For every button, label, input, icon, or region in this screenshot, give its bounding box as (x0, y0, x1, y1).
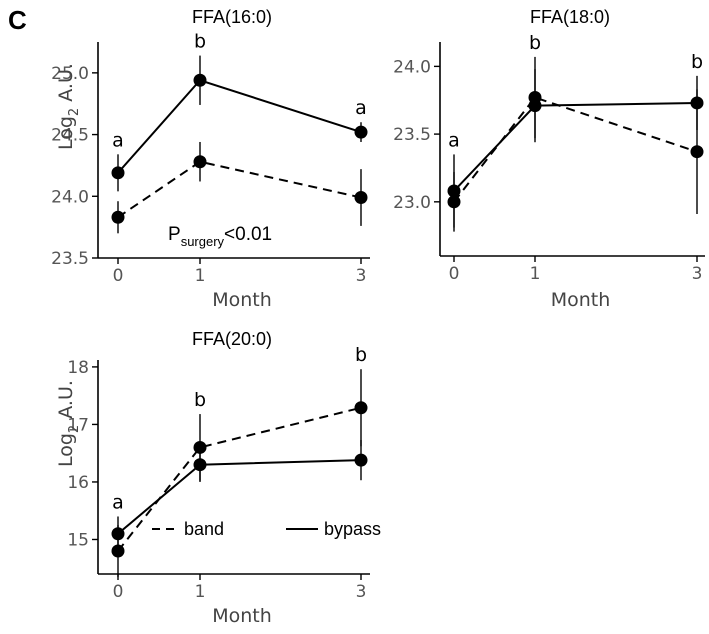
significance-letter: a (112, 491, 124, 513)
y-tick-label: 24.5 (51, 126, 89, 146)
x-tick-label: 1 (195, 266, 206, 286)
data-point (354, 453, 368, 467)
significance-letter: b (194, 31, 206, 53)
y-tick-label: 24.0 (51, 187, 89, 207)
data-point (447, 184, 461, 198)
x-tick-label: 1 (195, 582, 206, 602)
y-tick-label: 24.0 (393, 57, 431, 77)
data-point (528, 99, 542, 113)
chart-panel-3: FFA(20:0) 15 16 17 18 0 1 3 Month Log2 A.U. a b b (55, 329, 370, 627)
y-tick-label: 23.5 (51, 249, 89, 269)
series-band (111, 141, 368, 234)
legend-band-label: band (184, 519, 224, 539)
series-line-band (117, 406, 362, 552)
y-tick-label: 17 (67, 415, 89, 435)
x-tick-label: 3 (356, 266, 367, 286)
series-band (111, 369, 368, 577)
x-tick-label: 3 (356, 582, 367, 602)
significance-letter: b (529, 32, 541, 54)
y-tick-label: 18 (67, 358, 89, 378)
y-tick-label: 25.0 (51, 64, 89, 84)
series-line-band (117, 160, 362, 219)
x-tick-label: 3 (692, 264, 703, 284)
x-axis-label: Month (551, 289, 611, 311)
chart-panel-2: FFA(18:0) 23.0 23.5 24.0 0 1 3 Month a b b (393, 7, 705, 311)
data-point (354, 401, 368, 415)
series-band (447, 56, 704, 232)
x-tick-label: 0 (113, 266, 124, 286)
x-tick-label: 1 (530, 264, 541, 284)
p-value-annotation: Psurgery<0.01 (168, 224, 272, 249)
data-point (354, 125, 368, 139)
x-tick-label: 0 (449, 264, 460, 284)
significance-letter: b (691, 51, 703, 73)
data-point (690, 145, 704, 159)
legend-bypass-label: bypass (324, 519, 381, 539)
series-bypass (111, 439, 368, 551)
series-line-band (453, 96, 698, 203)
chart-panel-1: FFA(16:0) 23.5 24.0 24.5 25.0 0 1 3 Month Log2 A.… (51, 7, 370, 311)
charts-group: FFA(16:0) 23.5 24.0 24.5 25.0 0 1 3 Month Log2 A.… (51, 7, 705, 627)
significance-letter: b (355, 344, 367, 366)
y-axis-label: Log2 A.U. (55, 380, 82, 467)
y-tick-label: 16 (67, 473, 89, 493)
x-axis-label: Month (212, 289, 272, 311)
x-tick-label: 0 (113, 582, 124, 602)
data-point (193, 458, 207, 472)
data-point (354, 191, 368, 205)
series-bypass (447, 69, 704, 228)
data-point (690, 96, 704, 110)
series-bypass (111, 55, 368, 192)
panel-label: C (8, 5, 27, 35)
y-axis-label: Log2 A.U. (55, 63, 82, 150)
data-point (111, 210, 125, 224)
data-point (111, 166, 125, 180)
significance-letter: a (355, 97, 367, 119)
y-tick-label: 23.5 (393, 125, 431, 145)
chart-title: FFA(20:0) (192, 329, 272, 349)
x-axis-label: Month (212, 605, 272, 627)
chart-title: FFA(16:0) (192, 7, 272, 27)
significance-letter: a (112, 129, 124, 151)
series-line-bypass (453, 101, 698, 192)
y-tick-label: 23.0 (393, 193, 431, 213)
legend: band bypass (152, 519, 381, 539)
data-point (193, 73, 207, 87)
significance-letter: a (448, 129, 460, 151)
chart-title: FFA(18:0) (530, 7, 610, 27)
data-point (193, 155, 207, 169)
significance-letter: b (194, 389, 206, 411)
series-line-bypass (117, 79, 362, 174)
y-tick-label: 15 (67, 530, 89, 550)
data-point (111, 527, 125, 541)
